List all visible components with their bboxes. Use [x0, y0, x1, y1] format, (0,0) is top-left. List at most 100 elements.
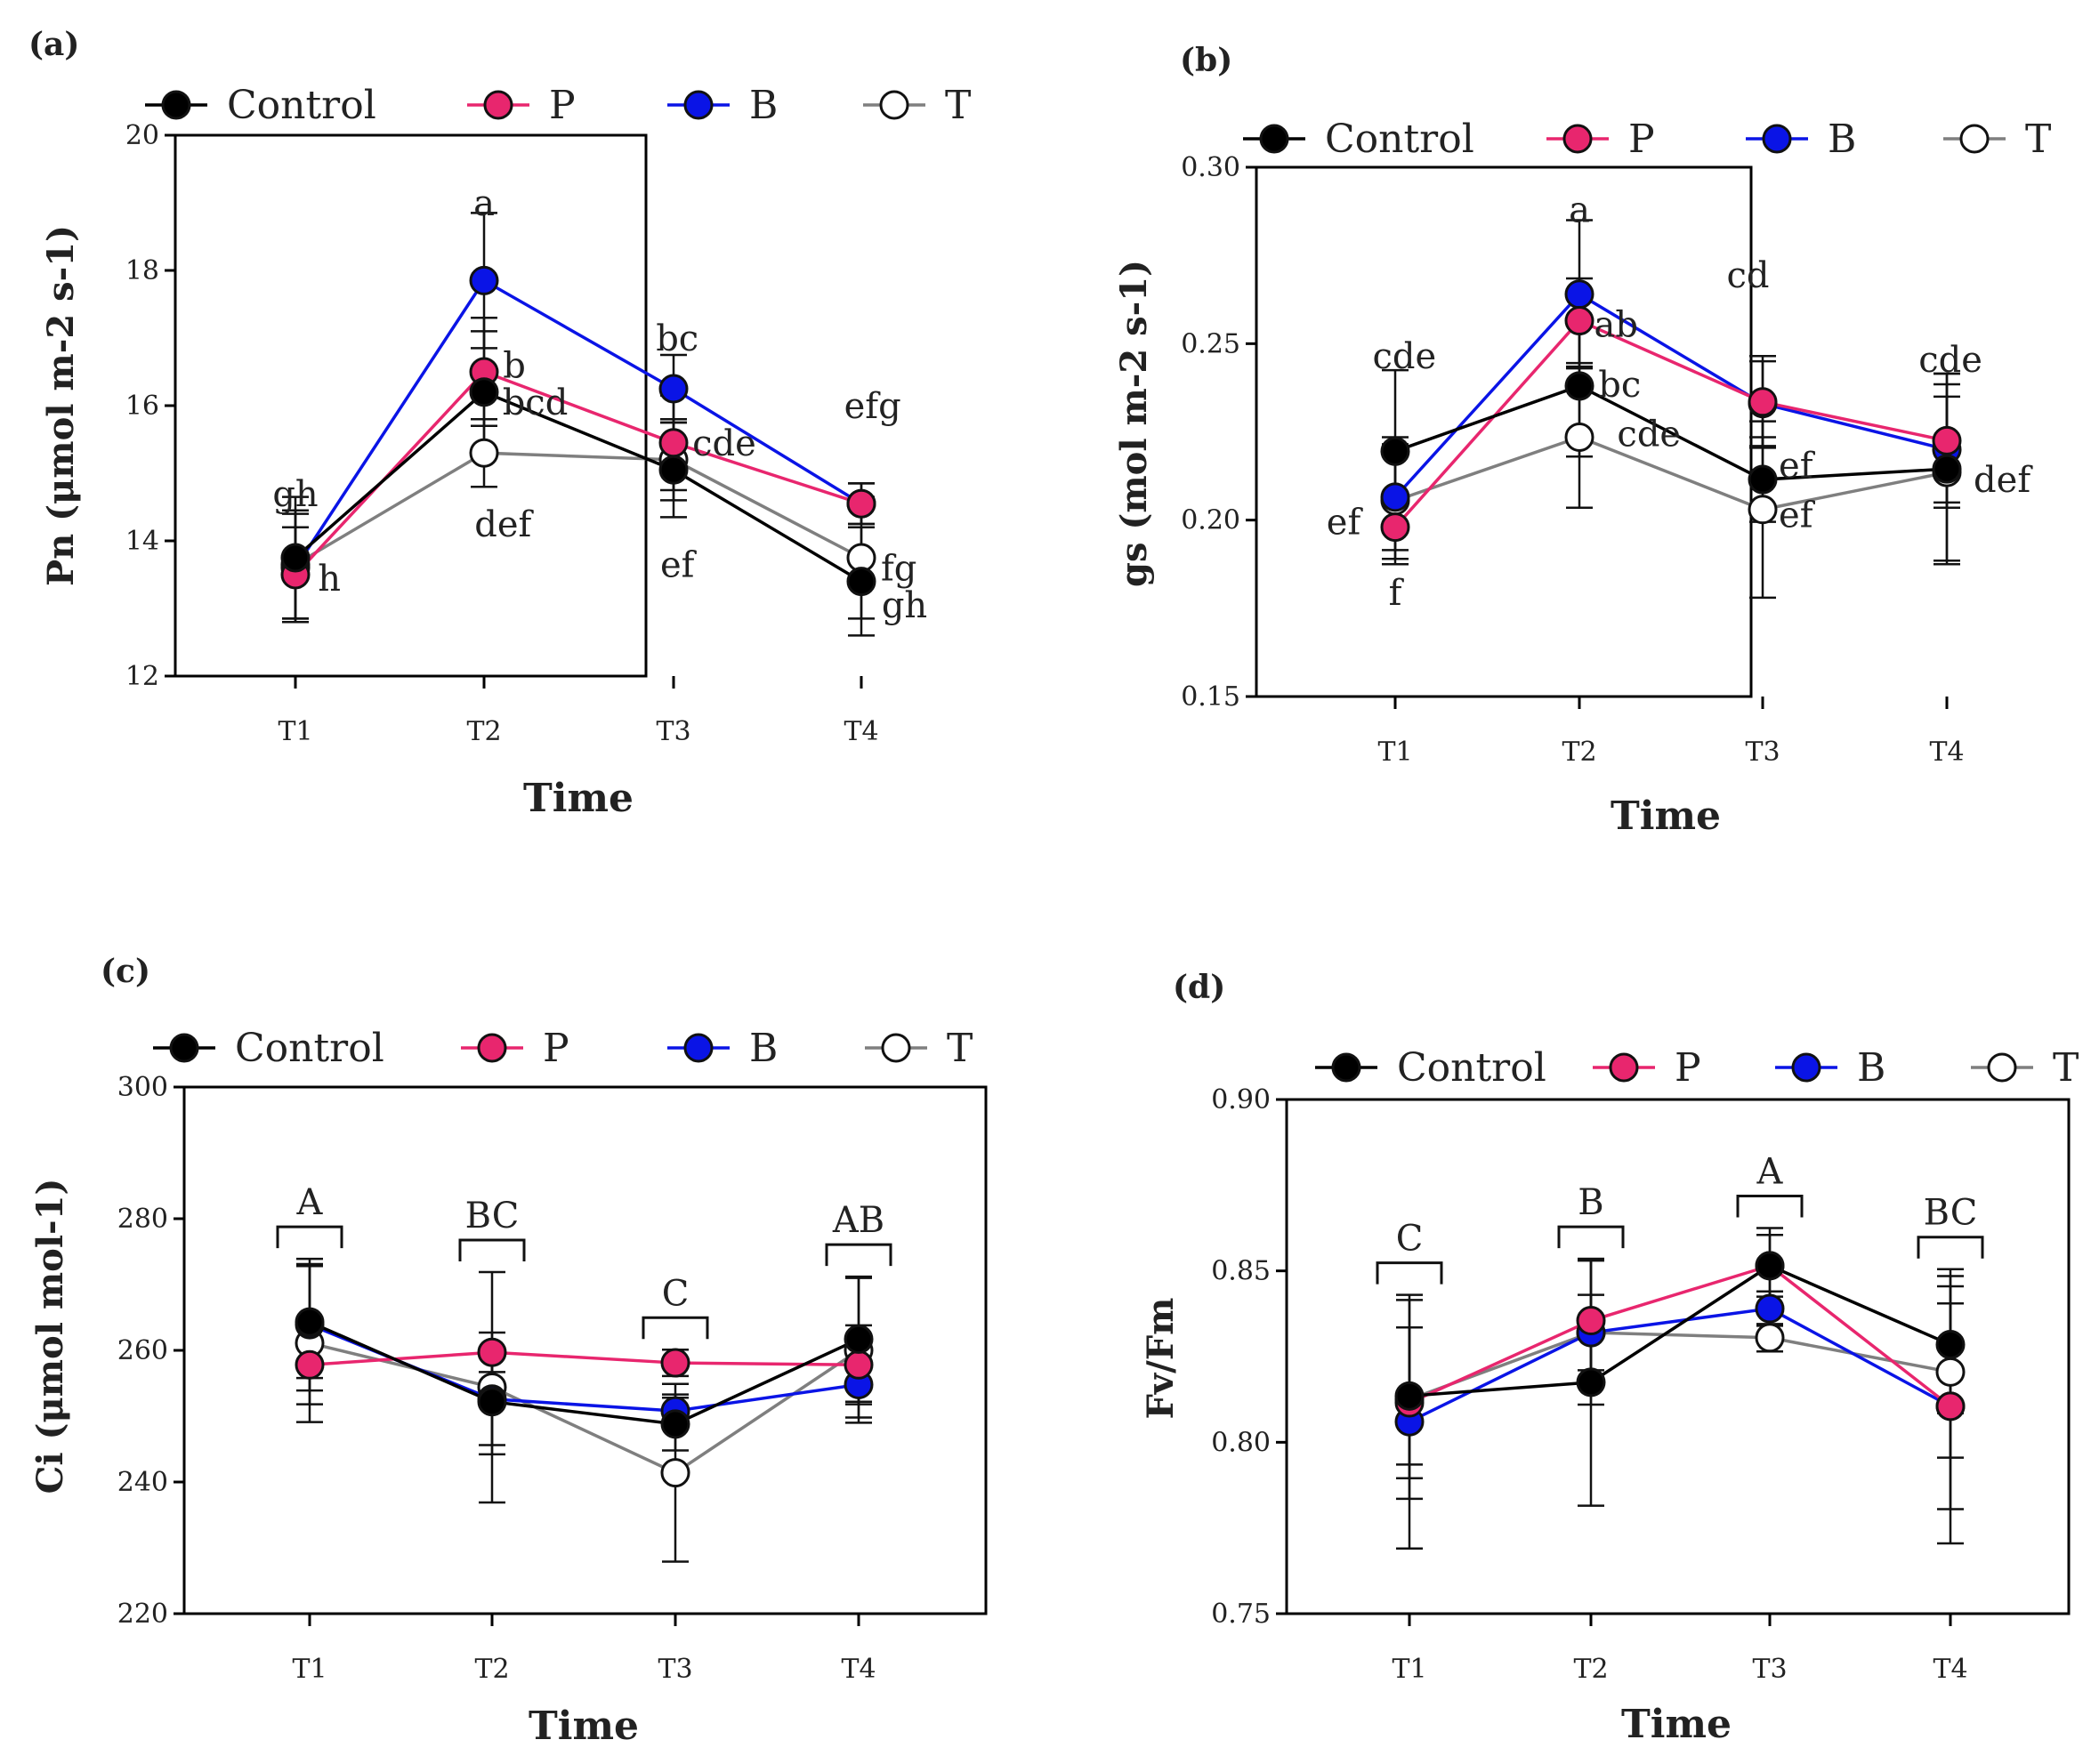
x-tick-label: T2	[474, 1654, 509, 1685]
significance-letter: b	[503, 345, 526, 386]
group-letter: C	[1396, 1219, 1424, 1260]
group-bracket	[458, 1238, 526, 1261]
significance-letter: f	[1389, 573, 1405, 614]
x-tick-label: T4	[841, 1654, 876, 1685]
data-point-p	[1932, 425, 1962, 455]
legend-label-t: T	[947, 1026, 973, 1071]
data-point-p	[477, 1337, 507, 1367]
x-axis-title-c: Time	[529, 1704, 639, 1749]
y-tick-label: 240	[117, 1467, 168, 1498]
group-bracket	[825, 1243, 892, 1267]
data-point-b	[469, 265, 499, 295]
chart-panel-b: 0.15 0.20 0.25 0.30 T1 T2 T3 T4 gs (mol m-2 s-1)…	[1113, 117, 2051, 768]
y-tick-label: 220	[117, 1599, 168, 1630]
data-point-control	[1748, 464, 1778, 495]
panel-label-d: (d)	[1173, 969, 1225, 1006]
significance-letter: ef	[1779, 495, 1816, 536]
data-point-t	[660, 1458, 690, 1488]
significance-letter: fg	[881, 548, 916, 589]
data-point-control	[1935, 1330, 1966, 1360]
y-axis-title: Ci (μmol mol-1)	[29, 1179, 71, 1494]
data-point-t	[1755, 1323, 1785, 1353]
data-point-t	[1564, 422, 1594, 452]
data-point-control	[844, 1324, 874, 1354]
significance-letter: a	[473, 183, 495, 224]
legend-label-control: Control	[227, 83, 376, 128]
series-line-t	[295, 451, 862, 567]
legend-swatch-marker	[1609, 1052, 1639, 1083]
panel-label-a: (a)	[28, 26, 79, 63]
data-point-b	[1564, 279, 1594, 310]
group-letter: B	[1578, 1182, 1603, 1223]
data-point-b	[1380, 482, 1410, 512]
x-tick-label: T4	[1929, 737, 1964, 768]
group-bracket	[1376, 1261, 1443, 1285]
legend-label-t: T	[945, 83, 971, 128]
data-point-control	[1394, 1381, 1425, 1411]
data-point-control	[1564, 371, 1594, 401]
legend-label-b: B	[1828, 117, 1856, 162]
legend-swatch-marker	[483, 90, 513, 120]
significance-letter: ef	[660, 545, 698, 586]
data-point-p	[844, 1349, 874, 1380]
data-point-control	[846, 567, 876, 597]
significance-letter: efg	[844, 386, 901, 427]
data-point-b	[658, 374, 689, 404]
x-axis-title-b: Time	[1611, 793, 1721, 839]
significance-letter: ab	[1594, 305, 1637, 346]
legend-label-t: T	[2025, 117, 2051, 162]
significance-letter: gh	[272, 474, 318, 515]
data-point-control	[658, 455, 689, 485]
data-point-t	[1935, 1357, 1966, 1387]
y-tick-label: 12	[125, 661, 159, 692]
data-point-p	[1748, 387, 1778, 417]
y-tick-label: 0.75	[1211, 1599, 1271, 1630]
y-tick-label: 260	[117, 1335, 168, 1366]
y-tick-label: 14	[125, 526, 159, 557]
group-letter: A	[296, 1182, 324, 1223]
data-point-control	[295, 1307, 325, 1337]
x-axis-title-d: Time	[1621, 1702, 1732, 1747]
legend-label-b: B	[749, 1026, 778, 1071]
group-letter: BC	[1924, 1193, 1978, 1234]
significance-letter: bc	[656, 318, 698, 359]
series-line-p	[294, 369, 862, 576]
legend-swatch-marker	[169, 1033, 199, 1063]
y-axis-title: Pn (μmol m-2 s-1)	[40, 225, 82, 586]
legend-swatch-marker	[1987, 1052, 2017, 1083]
legend-swatch-marker	[881, 1033, 911, 1063]
y-tick-label: 20	[125, 120, 159, 151]
significance-letter: a	[1569, 190, 1590, 231]
y-tick-label: 0.20	[1181, 505, 1240, 536]
significance-letter: cde	[1918, 340, 1982, 381]
y-tick-label: 280	[117, 1204, 168, 1235]
data-point-control	[469, 377, 499, 407]
plot-frame	[1285, 1098, 2071, 1615]
series-line-control	[1394, 384, 1948, 481]
significance-letter: def	[1974, 460, 2033, 501]
y-tick-label: 0.15	[1181, 681, 1240, 713]
series-line-b	[1393, 292, 1948, 499]
panel-label-c: (c)	[101, 953, 150, 990]
x-tick-label: T4	[844, 716, 878, 747]
data-point-p	[660, 1348, 690, 1378]
significance-letter: def	[474, 504, 534, 545]
group-bracket	[1736, 1195, 1804, 1218]
data-point-p	[658, 428, 689, 458]
x-axis-title-a: Time	[523, 776, 634, 821]
group-bracket	[642, 1316, 709, 1340]
x-tick-label: T3	[1745, 737, 1780, 768]
x-tick-label: T3	[656, 716, 690, 747]
data-point-control	[660, 1409, 690, 1439]
legend-label-b: B	[1857, 1045, 1885, 1091]
data-point-control	[1932, 454, 1962, 484]
series-line-t	[1409, 1331, 1951, 1401]
x-tick-label: T2	[1573, 1654, 1608, 1685]
series-line-t	[309, 1341, 860, 1475]
significance-letter: ef	[1779, 446, 1816, 487]
group-letter: BC	[465, 1196, 520, 1236]
group-letter: A	[1756, 1152, 1784, 1193]
legend-swatch-marker	[1959, 124, 1990, 154]
legend-swatch-marker	[879, 90, 909, 120]
legend-swatch-marker	[1791, 1052, 1821, 1083]
